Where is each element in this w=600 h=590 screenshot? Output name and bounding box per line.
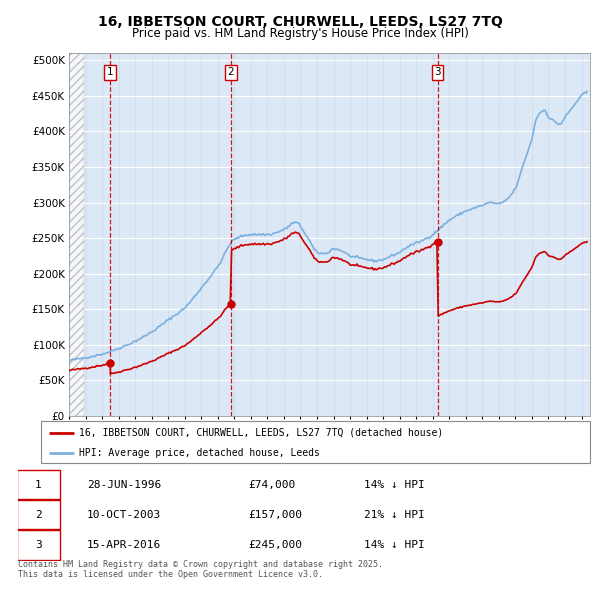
Polygon shape	[69, 53, 84, 416]
Text: 16, IBBETSON COURT, CHURWELL, LEEDS, LS27 7TQ (detached house): 16, IBBETSON COURT, CHURWELL, LEEDS, LS2…	[79, 428, 443, 438]
Text: 14% ↓ HPI: 14% ↓ HPI	[364, 540, 424, 550]
Text: £74,000: £74,000	[248, 480, 296, 490]
Text: £157,000: £157,000	[248, 510, 302, 520]
FancyBboxPatch shape	[17, 470, 60, 499]
Text: 2: 2	[227, 67, 234, 77]
Text: 15-APR-2016: 15-APR-2016	[87, 540, 161, 550]
Text: Price paid vs. HM Land Registry's House Price Index (HPI): Price paid vs. HM Land Registry's House …	[131, 27, 469, 40]
Text: Contains HM Land Registry data © Crown copyright and database right 2025.
This d: Contains HM Land Registry data © Crown c…	[18, 560, 383, 579]
FancyBboxPatch shape	[41, 421, 590, 463]
Text: 1: 1	[107, 67, 113, 77]
Text: HPI: Average price, detached house, Leeds: HPI: Average price, detached house, Leed…	[79, 448, 320, 457]
Text: 10-OCT-2003: 10-OCT-2003	[87, 510, 161, 520]
Text: 2: 2	[35, 510, 41, 520]
Text: 1: 1	[35, 480, 41, 490]
Text: £245,000: £245,000	[248, 540, 302, 550]
Text: 14% ↓ HPI: 14% ↓ HPI	[364, 480, 424, 490]
Text: 28-JUN-1996: 28-JUN-1996	[87, 480, 161, 490]
Text: 3: 3	[35, 540, 41, 550]
Text: 21% ↓ HPI: 21% ↓ HPI	[364, 510, 424, 520]
Text: 16, IBBETSON COURT, CHURWELL, LEEDS, LS27 7TQ: 16, IBBETSON COURT, CHURWELL, LEEDS, LS2…	[98, 15, 502, 29]
Text: 3: 3	[434, 67, 441, 77]
FancyBboxPatch shape	[17, 530, 60, 559]
FancyBboxPatch shape	[17, 500, 60, 529]
